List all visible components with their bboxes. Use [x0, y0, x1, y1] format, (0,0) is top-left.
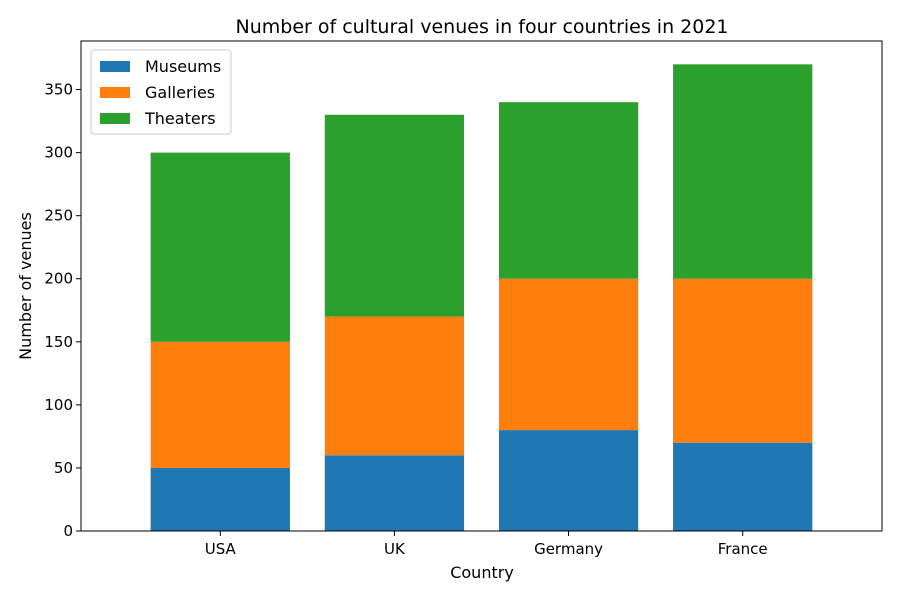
legend-label-theaters: Theaters: [144, 109, 216, 128]
plot-frame: [80, 40, 883, 532]
bar-museums-usa: [150, 467, 290, 531]
bar-galleries-france: [673, 278, 813, 443]
plot-area: [150, 64, 813, 531]
legend-swatch-theaters: [100, 113, 130, 124]
x-tick-label: UK: [384, 540, 406, 558]
bar-theaters-uk: [324, 114, 465, 317]
y-tick-label: 200: [44, 270, 73, 288]
bar-museums-germany: [498, 430, 639, 531]
x-tick-label: Germany: [534, 540, 603, 558]
legend-swatch-museums: [100, 61, 130, 72]
legend: Museums Galleries Theaters: [90, 49, 232, 135]
y-tick-label: 100: [44, 396, 73, 414]
legend-label-galleries: Galleries: [145, 83, 215, 102]
bar-theaters-usa: [150, 152, 290, 342]
y-tick-label: 300: [44, 144, 73, 162]
x-axis-title: Country: [450, 563, 514, 582]
legend-label-museums: Museums: [145, 57, 221, 76]
x-tick-label: France: [718, 540, 768, 558]
y-tick-label: 150: [44, 333, 73, 351]
y-tick-label: 250: [44, 207, 73, 225]
bar-theaters-germany: [498, 102, 639, 279]
bar-theaters-france: [673, 64, 813, 279]
bar-museums-uk: [324, 455, 465, 531]
bar-museums-france: [673, 442, 813, 531]
bar-galleries-usa: [150, 341, 290, 468]
legend-swatch-galleries: [100, 87, 130, 98]
y-tick-label: 50: [54, 459, 73, 477]
y-tick-label: 350: [44, 81, 73, 99]
y-tick-label: 0: [63, 522, 73, 540]
bar-galleries-germany: [498, 278, 639, 431]
bar-galleries-uk: [324, 316, 465, 456]
axes: 0 50 100 150 200 250 300 350 USA UK Germany France: [44, 40, 883, 558]
y-axis-title: Number of venues: [16, 212, 35, 360]
x-tick-label: USA: [205, 540, 237, 558]
chart-title: Number of cultural venues in four countr…: [236, 16, 729, 38]
